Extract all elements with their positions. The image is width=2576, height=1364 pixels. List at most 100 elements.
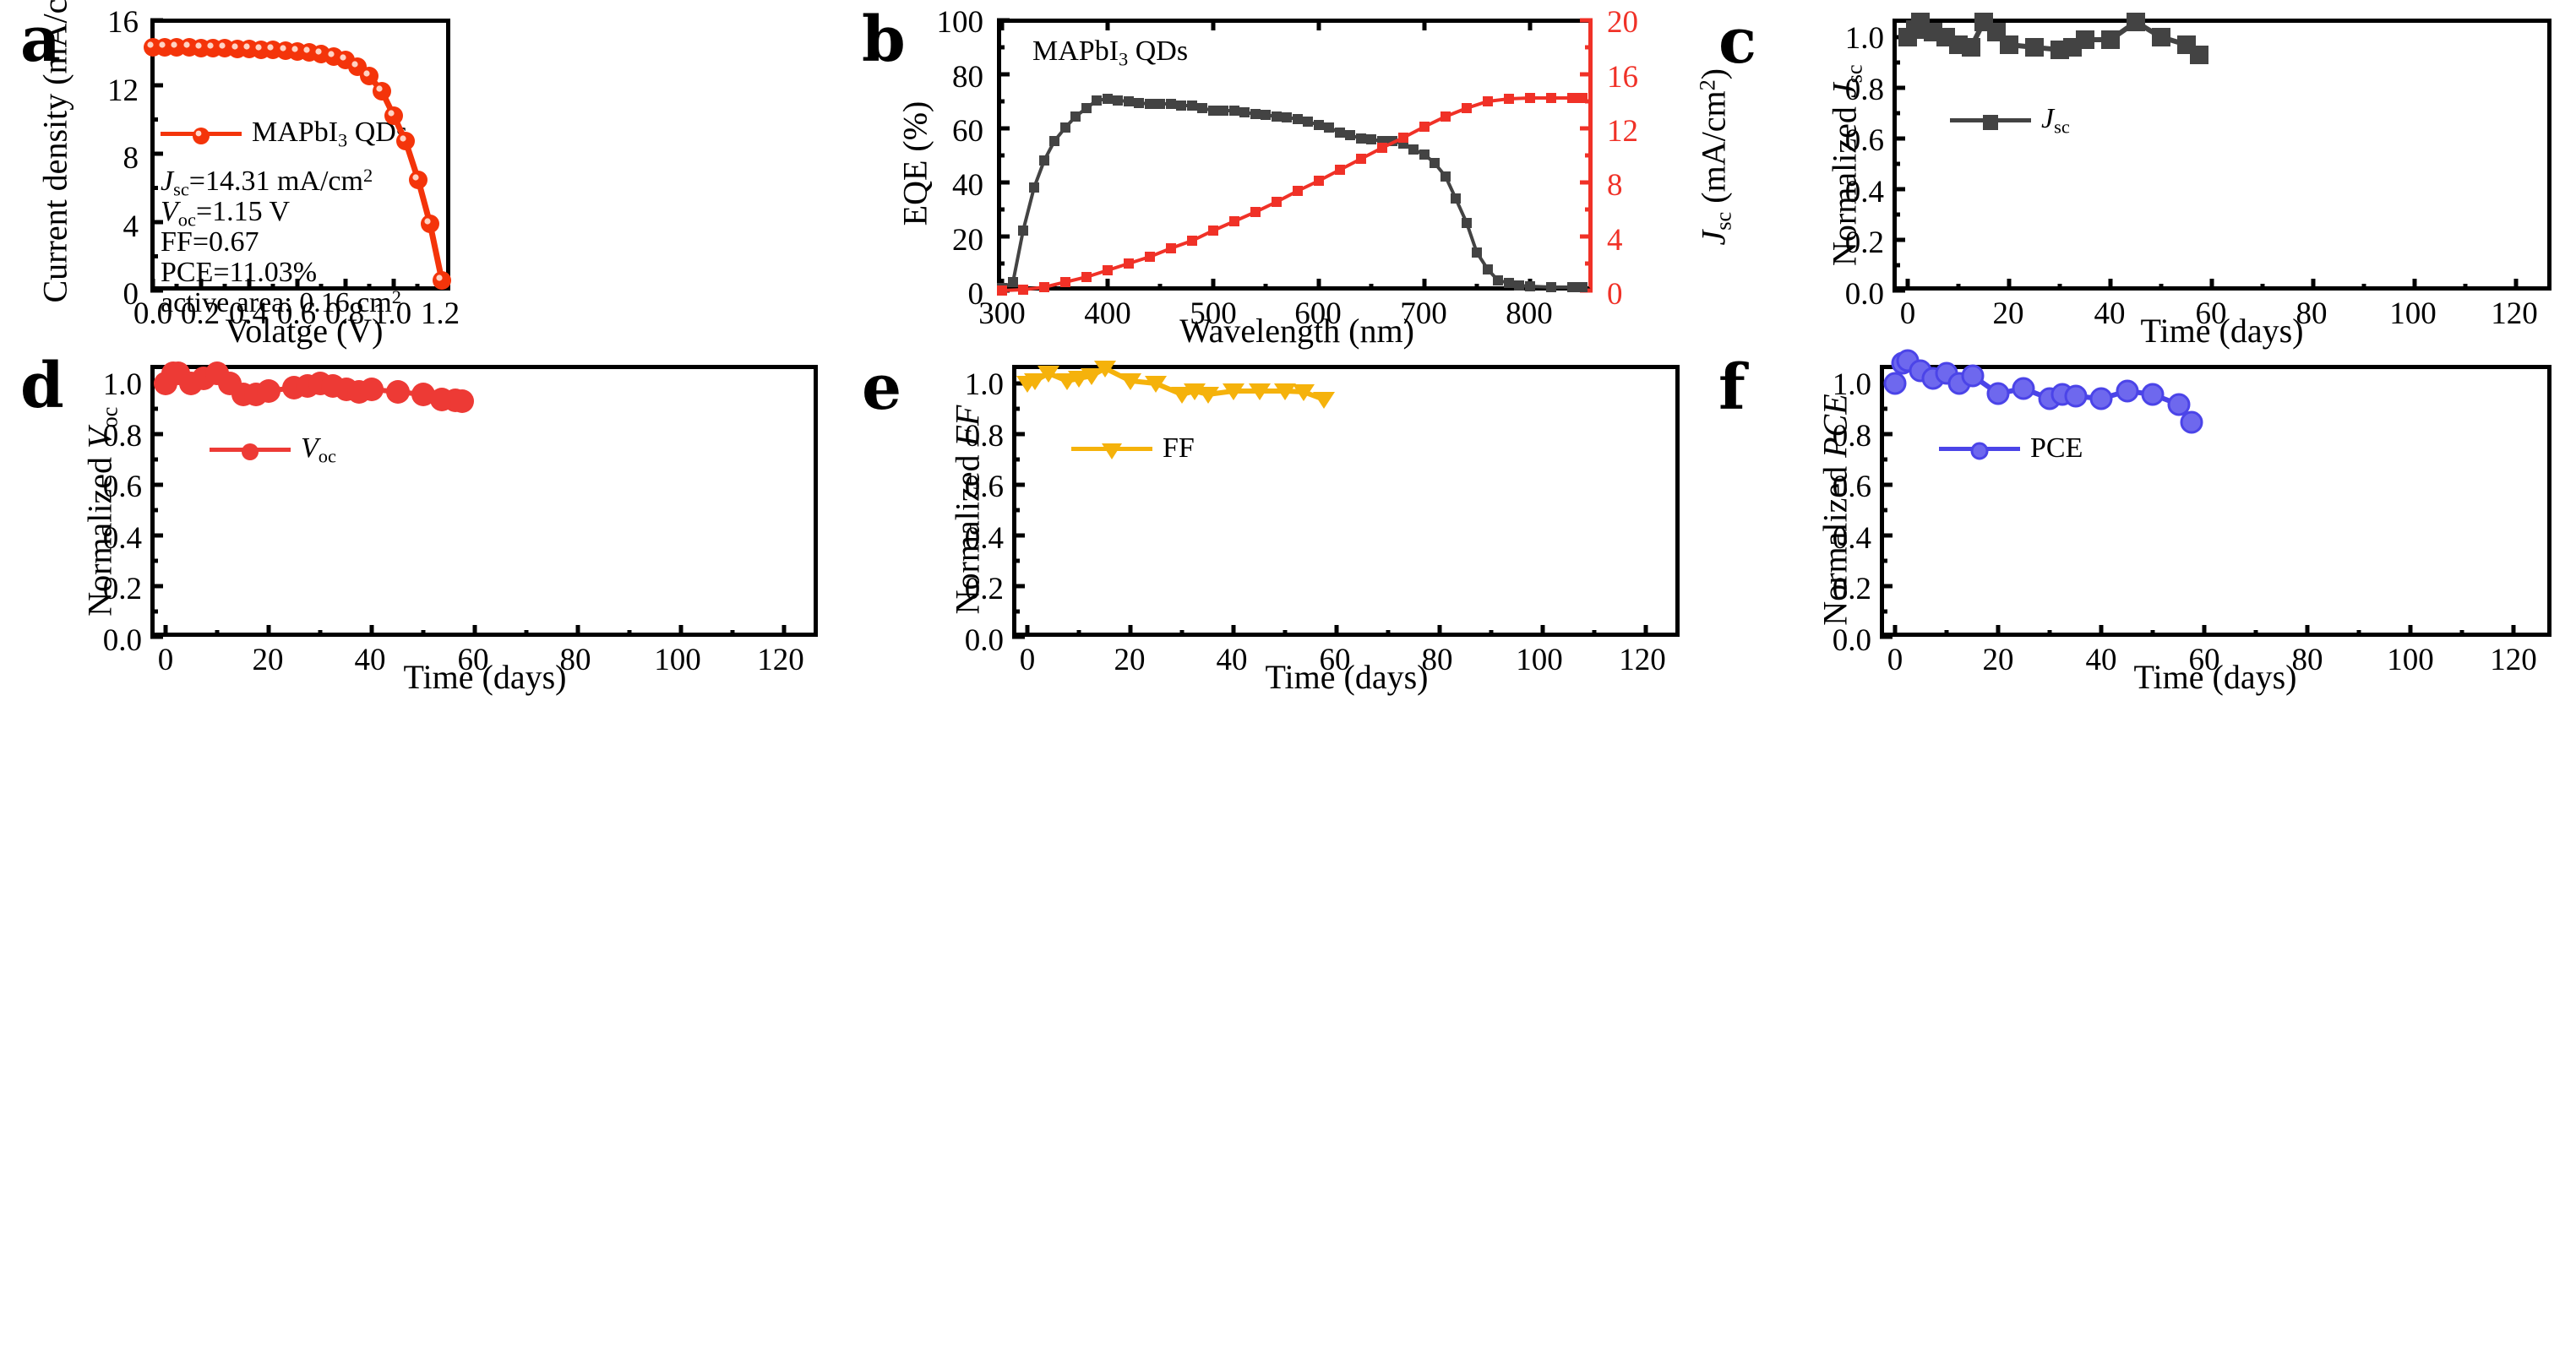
panel-c-xtick-120: 120: [2491, 296, 2538, 331]
panel-b-xtick-600: 600: [1294, 296, 1342, 331]
panel-d-plot: [150, 361, 787, 639]
panel-b-label: b: [862, 3, 906, 76]
panel-d-ytick-0.2: 0.2: [102, 572, 142, 606]
panel-a-axes: [150, 19, 450, 291]
panel-f-xtick-20: 20: [1982, 643, 2014, 677]
panel-c-xtick-100: 100: [2389, 296, 2437, 331]
panel-f-legend-line: [1939, 442, 2020, 459]
panel-f-xtick-120: 120: [2490, 643, 2537, 677]
panel-a-plot: [144, 18, 451, 293]
panel-d-legend-label: Voc: [301, 432, 336, 467]
panel-a-xtick-0.6: 0.6: [276, 296, 317, 331]
panel-a-param-jsc: Jsc=14.31 mA/cm2: [161, 164, 373, 200]
panel-c-xtick-60: 60: [2195, 296, 2227, 331]
panel-b-ytick-left-20: 20: [952, 223, 983, 258]
panel-a-xtick-0.0: 0.0: [133, 296, 173, 331]
panel-a-ylabel: Current density (mA/cm2): [35, 0, 75, 303]
panel-b-axes: [997, 19, 1593, 291]
panel-e-xtick-20: 20: [1114, 643, 1146, 677]
panel-d-ytick-0.4: 0.4: [102, 521, 142, 556]
triangle-down-marker-icon: [1102, 443, 1122, 459]
panel-e-ff-markers: [1016, 361, 1335, 409]
panel-c-legend-label: Jsc: [2041, 103, 2070, 138]
panel-f-yticks: [1880, 381, 1893, 639]
panel-b-ytick-right-8: 8: [1607, 168, 1623, 203]
panel-d-ytick-1.0: 1.0: [102, 367, 142, 402]
panel-f-xtick-60: 60: [2188, 643, 2220, 677]
panel-a-xtick-1.2: 1.2: [420, 296, 460, 331]
panel-e-xtick-120: 120: [1619, 643, 1666, 677]
panel-a-ytick-0: 0: [123, 277, 139, 312]
panel-d-ytick-0.6: 0.6: [102, 470, 142, 504]
panel-c-legend[interactable]: Jsc: [1950, 103, 2070, 138]
panel-a-param-pce: PCE=11.03%: [161, 257, 318, 288]
panel-d-xtick-80: 80: [559, 643, 591, 677]
panel-f-ytick-0.6: 0.6: [1832, 470, 1871, 504]
panel-d-yticks: [150, 381, 163, 639]
panel-b-xticks: [999, 19, 1585, 291]
panel-a-xtick-0.4: 0.4: [228, 296, 269, 331]
panel-a-xticks: [150, 279, 444, 291]
panel-c-legend-line: [1950, 115, 2031, 131]
panel-d-xtick-0: 0: [157, 643, 174, 677]
panel-d-ytick-0.8: 0.8: [102, 419, 142, 454]
panel-d-xlabel: Time (days): [403, 658, 567, 696]
panel-d: d: [0, 346, 64, 417]
circle-marker-icon: [1970, 442, 1989, 459]
panel-c-ytick-0.6: 0.6: [1844, 123, 1884, 158]
panel-f-plot: [1880, 349, 2516, 639]
panel-a-param-area: active area: 0.16 cm2: [161, 285, 401, 318]
panel-b-xtick-800: 800: [1506, 296, 1553, 331]
panel-a-param-voc: Voc=1.15 V: [161, 196, 291, 231]
panel-c-xtick-80: 80: [2296, 296, 2328, 331]
circle-marker-icon: [242, 443, 259, 461]
panel-d-legend-line: [210, 443, 291, 461]
panel-e: e: [862, 346, 901, 419]
panel-a-ylabel-text: Current density (mA/cm: [35, 0, 74, 303]
panel-c-jsc-markers: [1898, 13, 2208, 64]
panel-a-label: a: [20, 3, 61, 76]
panel-f-legend-label: PCE: [2030, 432, 2083, 464]
panel-b-xlabel: Wavelength (nm): [1179, 312, 1414, 350]
panel-f-ytick-1.0: 1.0: [1832, 367, 1871, 402]
panel-f-legend[interactable]: PCE: [1939, 432, 2083, 465]
panel-e-xticks: [1025, 625, 1648, 637]
panel-b-xtick-700: 700: [1400, 296, 1447, 331]
panel-c-label: c: [1718, 5, 1757, 78]
panel-f-xtick-100: 100: [2387, 643, 2434, 677]
panel-f-xticks: [1893, 625, 2516, 637]
panel-b-ytick-right-16: 16: [1607, 60, 1638, 95]
panel-e-ytick-0.4: 0.4: [964, 521, 1004, 556]
panel-d-xtick-40: 40: [354, 643, 386, 677]
panel-c-axes: [1893, 19, 2551, 291]
panel-c: c: [1718, 0, 1756, 73]
panel-f-xtick-0: 0: [1887, 643, 1903, 677]
panel-c-xtick-40: 40: [2094, 296, 2126, 331]
panel-f-axes: [1880, 365, 2551, 637]
panel-f-xlabel: Time (days): [2133, 658, 2297, 696]
square-marker-icon: [1983, 115, 1998, 131]
panel-c-ytick-1.0: 1.0: [1844, 21, 1884, 56]
panel-c-ytick-0.4: 0.4: [1844, 175, 1884, 209]
panel-f-ytick-0.8: 0.8: [1832, 419, 1871, 454]
panel-b-ytick-left-80: 80: [952, 60, 983, 95]
panel-f-label: f: [1718, 351, 1745, 424]
panel-b-xtick-400: 400: [1084, 296, 1131, 331]
panel-e-legend-label: FF: [1163, 432, 1195, 464]
panel-d-xticks: [163, 625, 787, 637]
panel-a-jv-markers: [144, 38, 451, 290]
panel-e-ytick-0.0: 0.0: [964, 623, 1004, 658]
panel-e-ytick-0.2: 0.2: [964, 572, 1004, 606]
panel-b-jsc-markers: [997, 93, 1588, 296]
panel-b-xtick-300: 300: [978, 296, 1026, 331]
panel-d-xtick-100: 100: [654, 643, 701, 677]
panel-e-xlabel: Time (days): [1265, 658, 1429, 696]
panel-a: a: [0, 0, 439, 338]
panel-b-ytick-right-4: 4: [1607, 223, 1623, 258]
panel-b-ytick-left-40: 40: [952, 168, 983, 203]
panel-e-legend[interactable]: FF: [1071, 432, 1195, 465]
panel-d-legend[interactable]: Voc: [210, 432, 336, 467]
panel-b-ytick-left-60: 60: [952, 114, 983, 149]
panel-a-xtick-1.0: 1.0: [372, 296, 412, 331]
